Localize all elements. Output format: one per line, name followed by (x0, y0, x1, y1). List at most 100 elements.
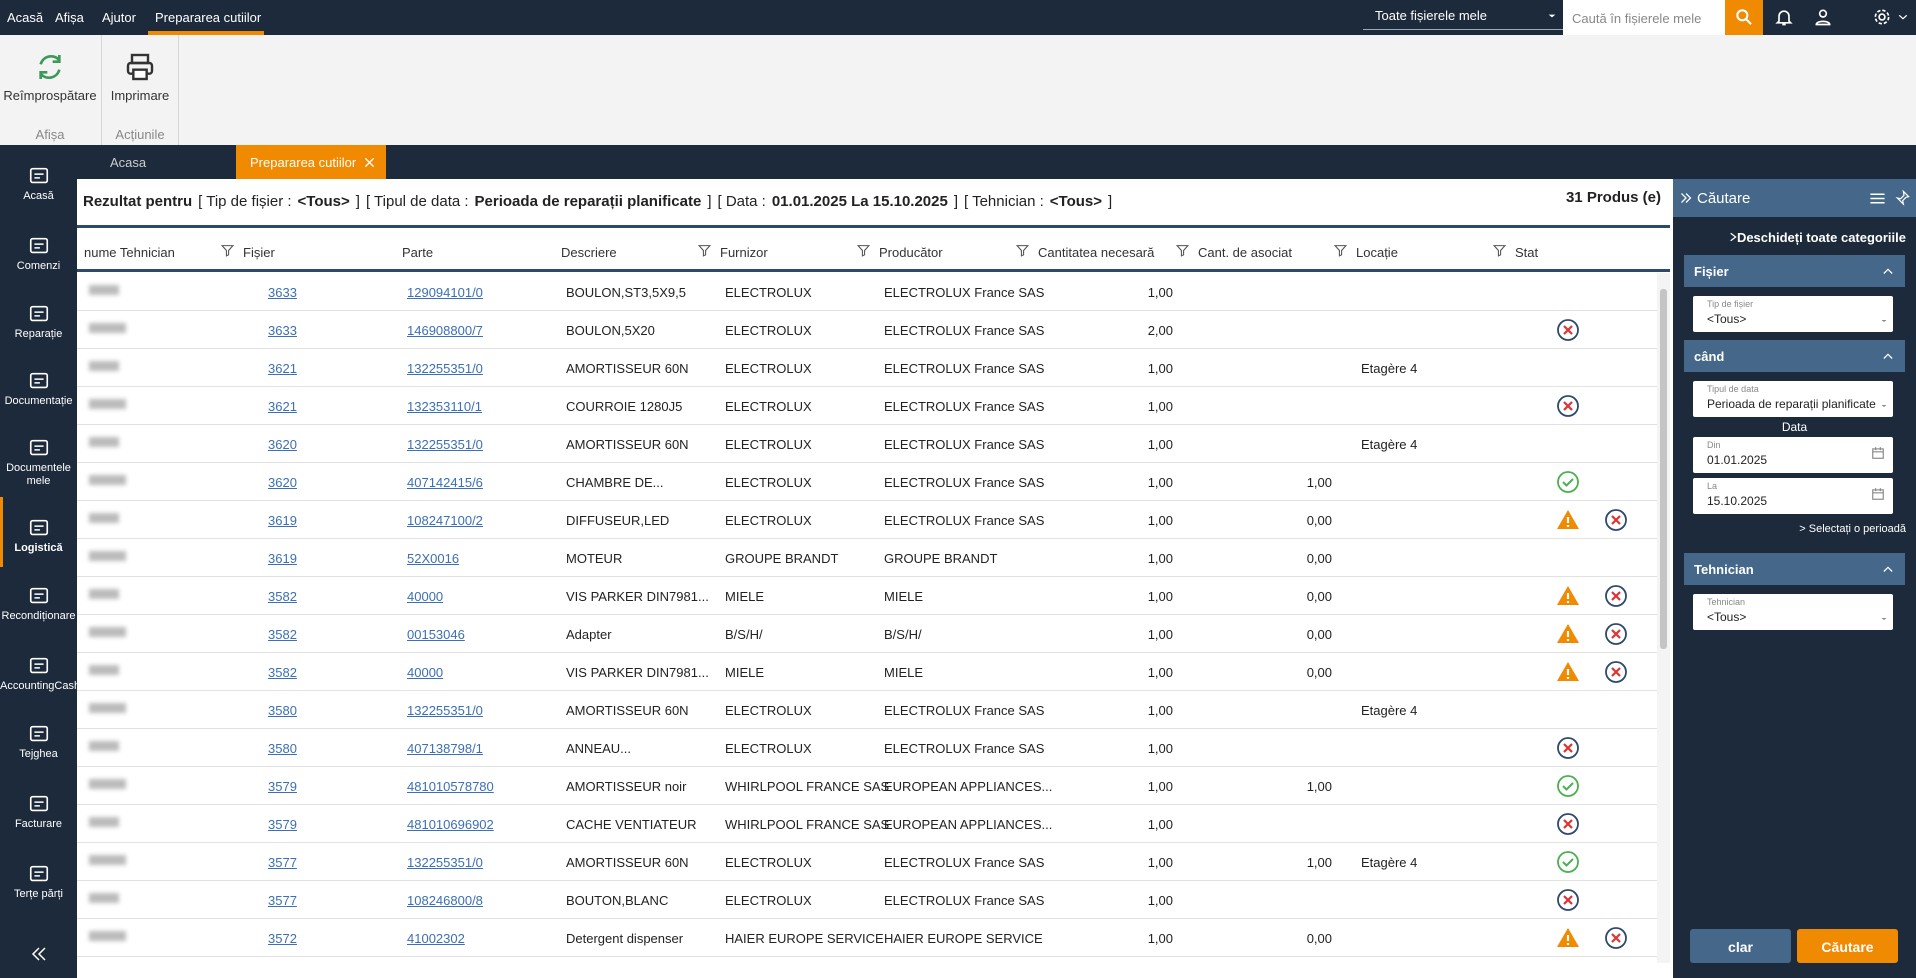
file-link[interactable]: 3582 (268, 627, 297, 642)
column-header[interactable]: Stat (1515, 245, 1539, 260)
row[interactable] (77, 615, 1657, 653)
sidebar-item[interactable]: Comenzi (16, 260, 61, 272)
file-link[interactable]: 3582 (268, 665, 297, 680)
part-link[interactable]: 132255351/0 (407, 703, 483, 718)
select-field[interactable]: Tipul de data Perioada de reparații plani… (1693, 381, 1893, 417)
row[interactable] (77, 881, 1657, 919)
part-link[interactable]: 108246800/8 (407, 893, 483, 908)
search-button[interactable] (1725, 0, 1763, 35)
column-header[interactable]: Cantitatea necesară (1038, 245, 1155, 260)
sidebar-item[interactable]: Recondiționare (1, 610, 76, 622)
file-link[interactable]: 3633 (268, 285, 297, 300)
file-link[interactable]: 3619 (268, 513, 297, 528)
row[interactable] (77, 539, 1657, 577)
sidebar-item[interactable]: Terțe părți (14, 888, 63, 900)
file-link[interactable]: 3579 (268, 817, 297, 832)
row[interactable] (77, 729, 1657, 767)
part-link[interactable]: 41002302 (407, 931, 465, 946)
sidebar-item[interactable]: Acasă (23, 190, 54, 202)
select-field[interactable]: Tehnician <Tous> (1693, 594, 1893, 630)
sidebar-item[interactable]: AccountingCash (0, 680, 81, 692)
file-link[interactable]: 3577 (268, 855, 297, 870)
row[interactable] (77, 577, 1657, 615)
sidebar-item[interactable]: Reparație (14, 328, 63, 340)
file-link[interactable]: 3582 (268, 589, 297, 604)
row[interactable] (77, 311, 1657, 349)
part-link[interactable]: 40000 (407, 665, 444, 680)
sidebar-item[interactable]: Tejghea (19, 748, 58, 760)
row[interactable] (77, 501, 1657, 539)
file-link[interactable]: 3579 (268, 779, 297, 794)
part-link[interactable]: 481010578780 (407, 779, 494, 794)
file-link[interactable]: 3621 (268, 361, 297, 376)
column-header[interactable]: Parte (402, 245, 434, 260)
row[interactable] (77, 653, 1657, 691)
scope-dropdown[interactable]: Toate fișierele mele (1363, 2, 1563, 30)
description: VIS PARKER DIN7981... (566, 665, 709, 680)
row[interactable] (77, 843, 1657, 881)
file-link[interactable]: 3620 (268, 437, 297, 452)
row[interactable] (77, 805, 1657, 843)
part-link[interactable]: 407138798/1 (407, 741, 483, 756)
menu-item[interactable]: Afișa (55, 10, 84, 25)
open-all-categories[interactable]: Deschideți toate categoriile (1736, 230, 1906, 245)
column-header[interactable]: Descriere (561, 245, 617, 260)
search-button[interactable]: Căutare (1797, 929, 1898, 963)
column-header[interactable]: Furnizor (720, 245, 768, 260)
tab-active[interactable]: Prepararea cutiilor (236, 145, 386, 179)
search-input[interactable]: Caută în fișierele mele (1563, 0, 1725, 35)
column-header[interactable]: Locație (1356, 245, 1398, 260)
row[interactable] (77, 691, 1657, 729)
section-header[interactable]: Fișier (1684, 255, 1905, 287)
period-link[interactable]: > Selectați o perioadă (1799, 523, 1906, 535)
select-field[interactable]: Din 01.01.2025 (1693, 437, 1893, 473)
part-link[interactable]: 52X0016 (407, 551, 460, 566)
row[interactable] (77, 387, 1657, 425)
part-link[interactable]: 146908800/7 (407, 323, 483, 338)
file-link[interactable]: 3580 (268, 703, 297, 718)
column-header[interactable]: Producător (879, 245, 943, 260)
sidebar-item[interactable]: Facturare (14, 818, 63, 830)
file-link[interactable]: 3633 (268, 323, 297, 338)
menu-item[interactable]: Ajutor (102, 10, 136, 25)
row[interactable] (77, 425, 1657, 463)
tab[interactable]: Acasa (110, 155, 147, 170)
column-header[interactable]: Cant. de asociat (1198, 245, 1292, 260)
part-link[interactable]: 00153046 (407, 627, 465, 642)
row[interactable] (77, 767, 1657, 805)
column-header[interactable]: nume Tehnician (84, 245, 175, 260)
filter-close: ] (707, 193, 712, 210)
select-field[interactable]: La 15.10.2025 (1693, 478, 1893, 514)
part-link[interactable]: 132255351/0 (407, 855, 483, 870)
file-link[interactable]: 3577 (268, 893, 297, 908)
section-header[interactable]: când (1684, 340, 1905, 372)
part-link[interactable]: 132255351/0 (407, 437, 483, 452)
file-link[interactable]: 3621 (268, 399, 297, 414)
part-link[interactable]: 132255351/0 (407, 361, 483, 376)
row[interactable] (77, 919, 1657, 957)
row[interactable] (77, 273, 1657, 311)
part-link[interactable]: 481010696902 (407, 817, 494, 832)
row[interactable] (77, 349, 1657, 387)
file-link[interactable]: 3619 (268, 551, 297, 566)
column-header[interactable]: Fișier (243, 245, 275, 260)
part-link[interactable]: 40000 (407, 589, 444, 604)
ribbon-button[interactable]: Imprimare (110, 88, 170, 103)
sidebar-item[interactable]: Documentele mele (6, 462, 71, 487)
menu-item[interactable]: Acasă (7, 10, 44, 25)
file-link[interactable]: 3620 (268, 475, 297, 490)
menu-item[interactable]: Prepararea cutiilor (155, 10, 262, 25)
file-link[interactable]: 3572 (268, 931, 297, 946)
part-link[interactable]: 108247100/2 (407, 513, 483, 528)
file-link[interactable]: 3580 (268, 741, 297, 756)
select-field[interactable]: Tip de fișier <Tous> (1693, 296, 1893, 332)
part-link[interactable]: 407142415/6 (407, 475, 483, 490)
sidebar-item[interactable]: Logistică (14, 542, 63, 554)
ribbon-button[interactable]: Reîmprospătare (3, 88, 97, 103)
part-link[interactable]: 132353110/1 (407, 399, 482, 414)
clear-button[interactable]: clar (1690, 929, 1791, 963)
sidebar-item[interactable]: Documentație (4, 395, 73, 407)
section-header[interactable]: Tehnician (1684, 553, 1905, 585)
part-link[interactable]: 129094101/0 (407, 285, 483, 300)
row[interactable] (77, 463, 1657, 501)
